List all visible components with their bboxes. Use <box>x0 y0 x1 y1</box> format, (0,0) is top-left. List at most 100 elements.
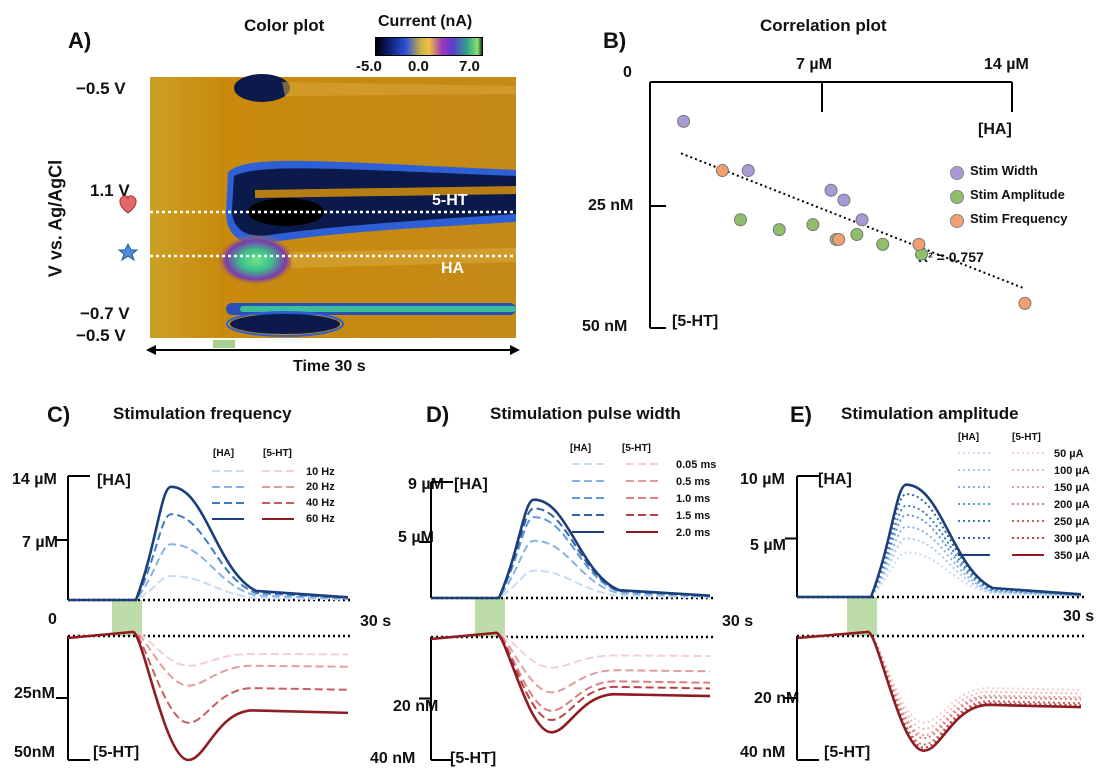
trace-d-stim-box <box>475 598 505 637</box>
stim-marker-a <box>213 340 235 348</box>
trace-e-ht-6 <box>796 630 1082 753</box>
trace-d-ht-1 <box>430 631 711 694</box>
corr-point-1-3 <box>829 232 843 246</box>
label-ha: HA <box>441 260 465 277</box>
c-legend-3: 60 Hz <box>306 513 335 525</box>
trace-c-ht-3 <box>67 630 349 762</box>
panel-d-title: Stimulation pulse width <box>490 404 681 423</box>
d-legend-head-ht: [5-HT] <box>622 443 651 454</box>
color-plot-y-tick-top: −0.5 V <box>76 79 126 98</box>
colorbar-tick-zero: 0.0 <box>408 58 429 75</box>
trace-e-ha-5 <box>797 493 1082 598</box>
d-x-end: 30 s <box>722 613 754 630</box>
trace-e-ht-1 <box>796 630 1082 731</box>
d-legend-2: 1.0 ms <box>676 493 711 505</box>
band-5ht-outer <box>226 160 516 245</box>
trace-d-ht-2 <box>430 631 711 712</box>
trace-c-ha-0 <box>68 574 349 601</box>
trace-e-ha-0 <box>797 551 1082 598</box>
d-legend-4: 2.0 ms <box>676 527 711 539</box>
e-y-tick-40: 40 nM <box>740 744 786 761</box>
star-icon <box>117 242 139 262</box>
trace-c-ht-2 <box>67 630 349 724</box>
ha-blob <box>216 234 296 286</box>
d-legend-3: 1.5 ms <box>676 510 711 522</box>
d-legend-0: 0.05 ms <box>676 459 717 471</box>
trace-e-ha-4 <box>797 504 1082 598</box>
time-arrow-left-head <box>146 345 156 355</box>
panel-label-a: A) <box>68 28 92 53</box>
d-legend-head-ha: [HA] <box>570 443 592 454</box>
trace-c-ht-0 <box>67 630 349 667</box>
panel-c-title: Stimulation frequency <box>113 404 292 423</box>
top-dark-spot <box>234 74 290 102</box>
corr-y-label: [5-HT] <box>672 313 719 330</box>
c-y-tick-14: 14 µM <box>12 471 57 488</box>
band-0-7-inner <box>240 306 516 312</box>
d-legend-1: 0.5 ms <box>676 476 711 488</box>
top-streak <box>282 82 516 96</box>
trace-e-ha-6 <box>797 483 1082 599</box>
panel-label-e: E) <box>790 402 812 427</box>
corr-point-2-3 <box>1018 296 1032 310</box>
corr-x-tick-7: 7 µM <box>796 56 832 73</box>
trace-e-ht-5 <box>796 630 1082 749</box>
colorbar-title: Current (nA) <box>378 13 473 30</box>
c-y-tick-0: 0 <box>48 611 57 628</box>
c-y-tick-7: 7 µM <box>22 534 58 551</box>
trace-d-ha-0 <box>431 569 711 599</box>
trace-e-ha-3 <box>797 514 1082 598</box>
colorbar-tick-min: -5.0 <box>356 58 382 75</box>
trace-e-ht-0 <box>796 630 1082 724</box>
color-plot-y-tick-0-7: −0.7 V <box>80 304 130 323</box>
e-ha-label: [HA] <box>818 471 852 488</box>
trace-c-ha-2 <box>68 513 349 601</box>
corr-point-0-3 <box>837 193 851 207</box>
band-5ht-gap <box>255 186 516 198</box>
c-y-tick-25: 25nM <box>14 685 55 702</box>
d-y-tick-40: 40 nM <box>370 750 416 767</box>
d-ha-label: [HA] <box>454 476 488 493</box>
colorbar-tick-max: 7.0 <box>459 58 480 75</box>
e-ht-label: [5-HT] <box>824 744 871 761</box>
band-5ht-core <box>248 198 324 226</box>
e-y-tick-10: 10 µM <box>740 471 785 488</box>
panel-label-b: B) <box>603 28 627 53</box>
corr-title: Correlation plot <box>760 16 887 35</box>
corr-point-0-0 <box>677 114 691 128</box>
trace-e-ha-2 <box>797 525 1082 598</box>
trace-d-ht-3 <box>430 631 711 722</box>
trace-d-ha-1 <box>431 539 711 599</box>
corr-x-label: [HA] <box>978 121 1012 138</box>
d-ht-label: [5-HT] <box>450 750 497 767</box>
bottom-blob-edge <box>226 311 344 337</box>
e-legend-3: 200 µA <box>1054 499 1090 511</box>
e-legend-1: 100 µA <box>1054 465 1090 477</box>
corr-y-tick-25: 25 nM <box>588 197 634 214</box>
e-legend-head-ht: [5-HT] <box>1012 432 1041 443</box>
trace-e-ht-3 <box>796 630 1082 740</box>
trace-d-ht-0 <box>430 631 711 669</box>
corr-point-1-0 <box>734 213 747 227</box>
e-y-tick-5: 5 µM <box>750 537 786 554</box>
time-axis-label: Time 30 s <box>293 358 366 375</box>
corr-point-1-5 <box>876 237 890 251</box>
e-legend-4: 250 µA <box>1054 516 1090 528</box>
corr-point-0-4 <box>855 213 869 227</box>
e-y-tick-20: 20 nM <box>754 690 800 707</box>
panel-label-d: D) <box>426 402 450 427</box>
legend-swatch-width <box>950 166 964 180</box>
trace-d-ha-4 <box>431 498 711 600</box>
e-legend-6: 350 µA <box>1054 550 1090 562</box>
c-legend-head-ht: [5-HT] <box>263 448 292 459</box>
corr-point-0-2 <box>824 183 838 197</box>
e-x-end: 30 s <box>1063 608 1095 625</box>
trace-e-ht-4 <box>796 630 1082 746</box>
trace-c-ht-1 <box>67 630 349 687</box>
corr-point-2-0 <box>715 164 729 178</box>
c-legend-1: 20 Hz <box>306 481 335 493</box>
band-0-7-outer <box>226 303 516 315</box>
d-y-tick-5: 5 µM <box>398 529 434 546</box>
